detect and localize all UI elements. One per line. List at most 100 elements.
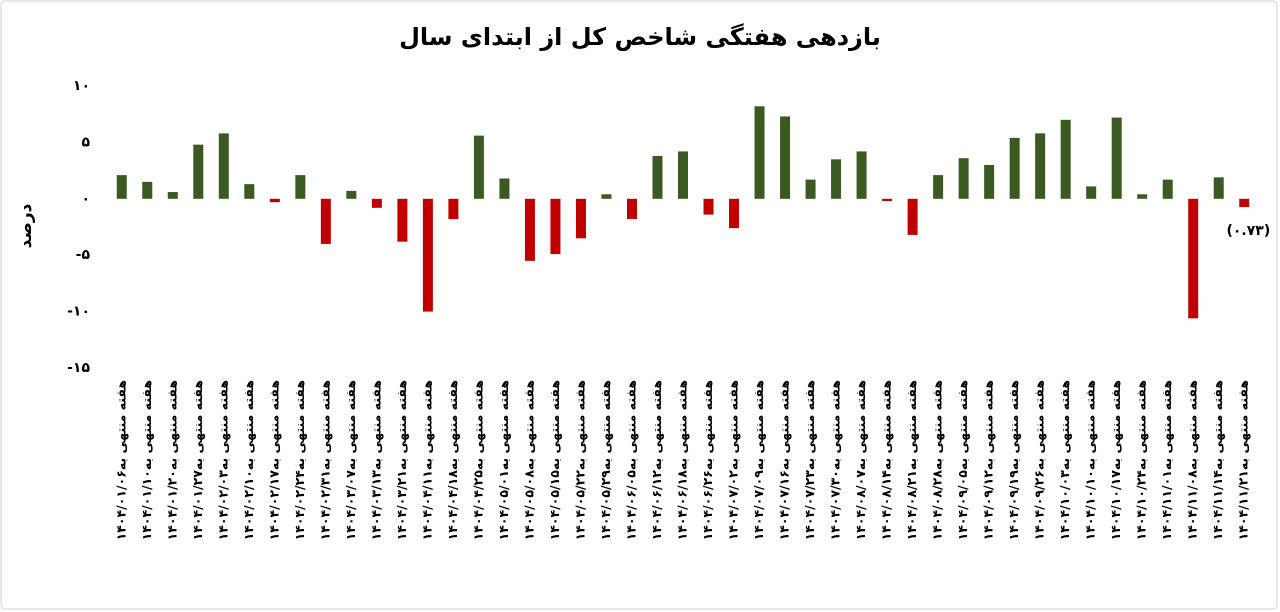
bar (754, 106, 765, 199)
x-tick-label: هفته منتهی به۱۴۰۴/۰۲/۱۷ (266, 380, 281, 540)
x-tick-label: هفته منتهی به۱۴۰۴/۰۲/۳۱ (317, 380, 332, 540)
bar (729, 198, 740, 229)
bar (116, 175, 127, 199)
x-tick-label: هفته منتهی به۱۴۰۴/۰۸/۱۴ (879, 380, 894, 540)
x-tick-label: هفته منتهی به۱۴۰۴/۰۱/۲۰ (164, 380, 179, 540)
x-tick-label: هفته منتهی به۱۴۰۴/۰۹/۰۵ (955, 380, 970, 540)
x-tick-label: هفته منتهی به۱۴۰۴/۰۵/۰۱ (496, 380, 511, 540)
x-tick-label: هفته منتهی به۱۴۰۴/۰۷/۰۹ (751, 380, 766, 540)
x-tick-label: هفته منتهی به۱۴۰۴/۰۳/۰۷ (343, 380, 358, 540)
bar (958, 158, 969, 199)
bar (907, 198, 918, 235)
x-tick-label: هفته منتهی به۱۴۰۴/۱۰/۱۰ (1083, 380, 1098, 540)
x-tick-label: هفته منتهی به۱۴۰۴/۱۰/۰۳ (1057, 380, 1072, 540)
x-tick-label: هفته منتهی به۱۴۰۴/۰۷/۲۳ (802, 380, 817, 540)
bar (320, 198, 331, 244)
bar (371, 198, 382, 208)
x-tick-label: هفته منتهی به۱۴۰۴/۰۷/۳۰ (828, 380, 843, 540)
bar (218, 133, 229, 199)
x-tick-label: هفته منتهی به۱۴۰۴/۰۵/۲۲ (572, 380, 587, 540)
x-tick-label: هفته منتهی به۱۴۰۴/۱۱/۲۱ (1236, 380, 1251, 540)
x-tick-label: هفته منتهی به۱۴۰۴/۰۱/۰۶ (113, 380, 128, 540)
bar (1060, 119, 1071, 199)
bar (397, 198, 408, 242)
x-tick-label: هفته منتهی به۱۴۰۴/۰۴/۱۸ (445, 380, 460, 540)
bar (626, 198, 637, 220)
bar (882, 198, 893, 202)
y-tick-label: -۵ (76, 247, 91, 263)
x-tick-label: هفته منتهی به۱۴۰۴/۰۸/۲۱ (904, 380, 919, 540)
bar (244, 184, 255, 199)
bar (550, 198, 561, 255)
bar (1035, 133, 1046, 199)
x-tick-label: هفته منتهی به۱۴۰۴/۰۳/۲۱ (394, 380, 409, 540)
x-tick-label: هفته منتهی به۱۴۰۴/۰۱/۱۰ (139, 380, 154, 540)
bar (448, 198, 459, 220)
value-label: (۰.۷۳) (1226, 223, 1270, 239)
x-tick-label: هفته منتهی به۱۴۰۴/۰۲/۰۳ (215, 380, 230, 540)
bar (601, 194, 612, 199)
x-tick-label: هفته منتهی به۱۴۰۴/۰۶/۱۸ (675, 380, 690, 540)
x-tick-label: هفته منتهی به۱۴۰۴/۰۴/۱۱ (419, 380, 434, 540)
y-tick-label: ۰ (81, 191, 90, 207)
x-tick-label: هفته منتهی به۱۴۰۴/۰۲/۱۰ (241, 380, 256, 540)
bar (1086, 186, 1097, 199)
x-tick-label: هفته منتهی به۱۴۰۴/۰۶/۰۵ (623, 380, 638, 540)
bar (422, 198, 433, 312)
bar (295, 175, 306, 199)
y-tick-label: -۱۵ (67, 360, 90, 376)
bar (346, 190, 357, 199)
x-tick-label: هفته منتهی به۱۴۰۴/۱۰/۲۴ (1134, 380, 1149, 540)
bar (678, 151, 688, 199)
x-tick-label: هفته منتهی به۱۴۰۴/۰۶/۱۲ (649, 380, 664, 540)
bar (473, 135, 484, 199)
bar (1162, 179, 1173, 199)
bar (142, 181, 153, 199)
x-tick-label: هفته منتهی به۱۴۰۴/۰۵/۱۵ (547, 380, 562, 540)
x-tick-label: هفته منتهی به۱۴۰۴/۰۹/۱۹ (1006, 380, 1021, 540)
bar (1009, 137, 1020, 199)
bar (1239, 198, 1250, 208)
x-tick-label: هفته منتهی به۱۴۰۴/۰۷/۰۲ (726, 380, 741, 540)
bar (167, 192, 178, 199)
y-tick-label: ۱۰ (73, 78, 90, 94)
x-tick-label: هفته منتهی به۱۴۰۴/۰۵/۲۹ (598, 380, 613, 540)
bar (1188, 198, 1199, 319)
bar (524, 198, 535, 261)
bar (193, 144, 204, 199)
chart-title: بازدهی هفتگی شاخص کل از ابتدای سال (399, 23, 881, 51)
bar (831, 159, 842, 199)
y-axis-label: درصد (16, 203, 36, 248)
x-tick-label: هفته منتهی به۱۴۰۴/۰۶/۲۶ (700, 380, 715, 540)
bar (1213, 177, 1224, 199)
x-tick-label: هفته منتهی به۱۴۰۴/۰۵/۰۸ (521, 380, 536, 540)
bar (269, 198, 280, 203)
x-tick-label: هفته منتهی به۱۴۰۴/۰۸/۰۷ (853, 380, 868, 540)
x-tick-label: هفته منتهی به۱۴۰۴/۰۸/۲۸ (930, 380, 945, 540)
bar (856, 151, 867, 199)
y-tick-label: -۱۰ (67, 304, 90, 320)
x-tick-label: هفته منتهی به۱۴۰۴/۰۳/۱۳ (368, 380, 383, 540)
x-tick-label: هفته منتهی به۱۴۰۴/۰۴/۲۵ (470, 380, 485, 540)
bar (805, 179, 816, 199)
x-tick-label: هفته منتهی به۱۴۰۴/۰۹/۲۶ (1032, 380, 1047, 540)
x-tick-label: هفته منتهی به۱۴۰۴/۰۲/۲۴ (292, 380, 307, 540)
bar (1111, 117, 1122, 199)
x-tick-label: هفته منتهی به۱۴۰۴/۱۱/۰۸ (1185, 380, 1200, 540)
bar (575, 198, 586, 239)
bar (499, 178, 510, 199)
bar (984, 164, 995, 199)
bar (703, 198, 714, 215)
x-tick-label: هفته منتهی به۱۴۰۴/۱۱/۱۴ (1210, 380, 1225, 540)
x-tick-label: هفته منتهی به۱۴۰۴/۱۱/۰۱ (1159, 380, 1174, 540)
bar (780, 116, 791, 199)
bar (1137, 194, 1148, 199)
x-tick-label: هفته منتهی به۱۴۰۴/۱۰/۱۷ (1108, 380, 1123, 540)
bar (652, 155, 663, 199)
bar (933, 175, 944, 199)
x-tick-label: هفته منتهی به۱۴۰۴/۰۱/۲۷ (190, 380, 205, 540)
y-tick-label: ۵ (81, 134, 90, 150)
x-tick-label: هفته منتهی به۱۴۰۴/۰۹/۱۲ (981, 380, 996, 540)
